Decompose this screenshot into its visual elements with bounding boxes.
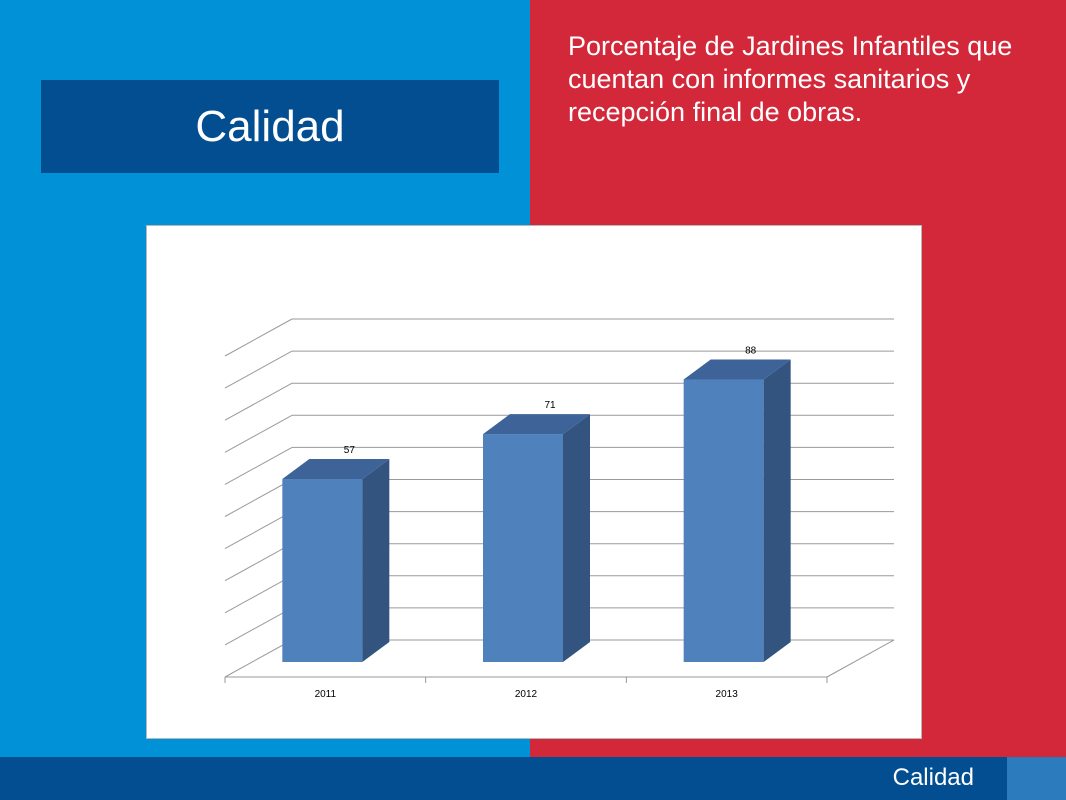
bar-side-2011: [362, 459, 390, 662]
bar-2011: [282, 479, 363, 662]
bar-top-2011: [282, 459, 390, 480]
bar-top-2013: [683, 359, 791, 380]
x-tick-label: 2013: [716, 689, 739, 700]
bar-side-2012: [563, 414, 590, 662]
gridline-diagonal: [224, 318, 293, 357]
footer-label: Calidad: [892, 764, 974, 791]
page-title-text: Calidad: [195, 101, 345, 151]
gridline-diagonal: [224, 511, 293, 550]
gridline-diagonal: [224, 446, 293, 485]
bar-2013: [683, 379, 764, 662]
data-label: 88: [745, 346, 757, 357]
data-label: 57: [344, 445, 356, 456]
x-tick-label: 2012: [515, 689, 538, 700]
gridline-diagonal: [224, 543, 293, 582]
floor-edge: [826, 639, 895, 678]
footer-bar: Calidad: [0, 757, 1066, 800]
data-label: 71: [544, 400, 556, 411]
gridline-diagonal: [224, 414, 293, 453]
bar-chart: 57 2011 71 2012 88 2013: [224, 318, 895, 700]
gridline-diagonal: [224, 575, 293, 614]
gridline-diagonal: [224, 350, 293, 389]
gridline-diagonal: [224, 639, 293, 678]
gridline-diagonal: [224, 382, 293, 421]
bar-side-2013: [763, 359, 791, 662]
gridline-diagonal: [224, 479, 293, 517]
chart-subtitle: Porcentaje de Jardines Infantiles que cu…: [568, 31, 1013, 127]
footer-accent-square: [1007, 757, 1066, 800]
bar-top-2012: [483, 414, 590, 435]
chart-frame: 57 2011 71 2012 88 2013: [146, 225, 922, 739]
gridline-diagonal: [224, 607, 293, 646]
page-title: Calidad: [41, 80, 499, 173]
bar-2012: [483, 434, 563, 662]
x-tick-label: 2011: [315, 689, 337, 700]
